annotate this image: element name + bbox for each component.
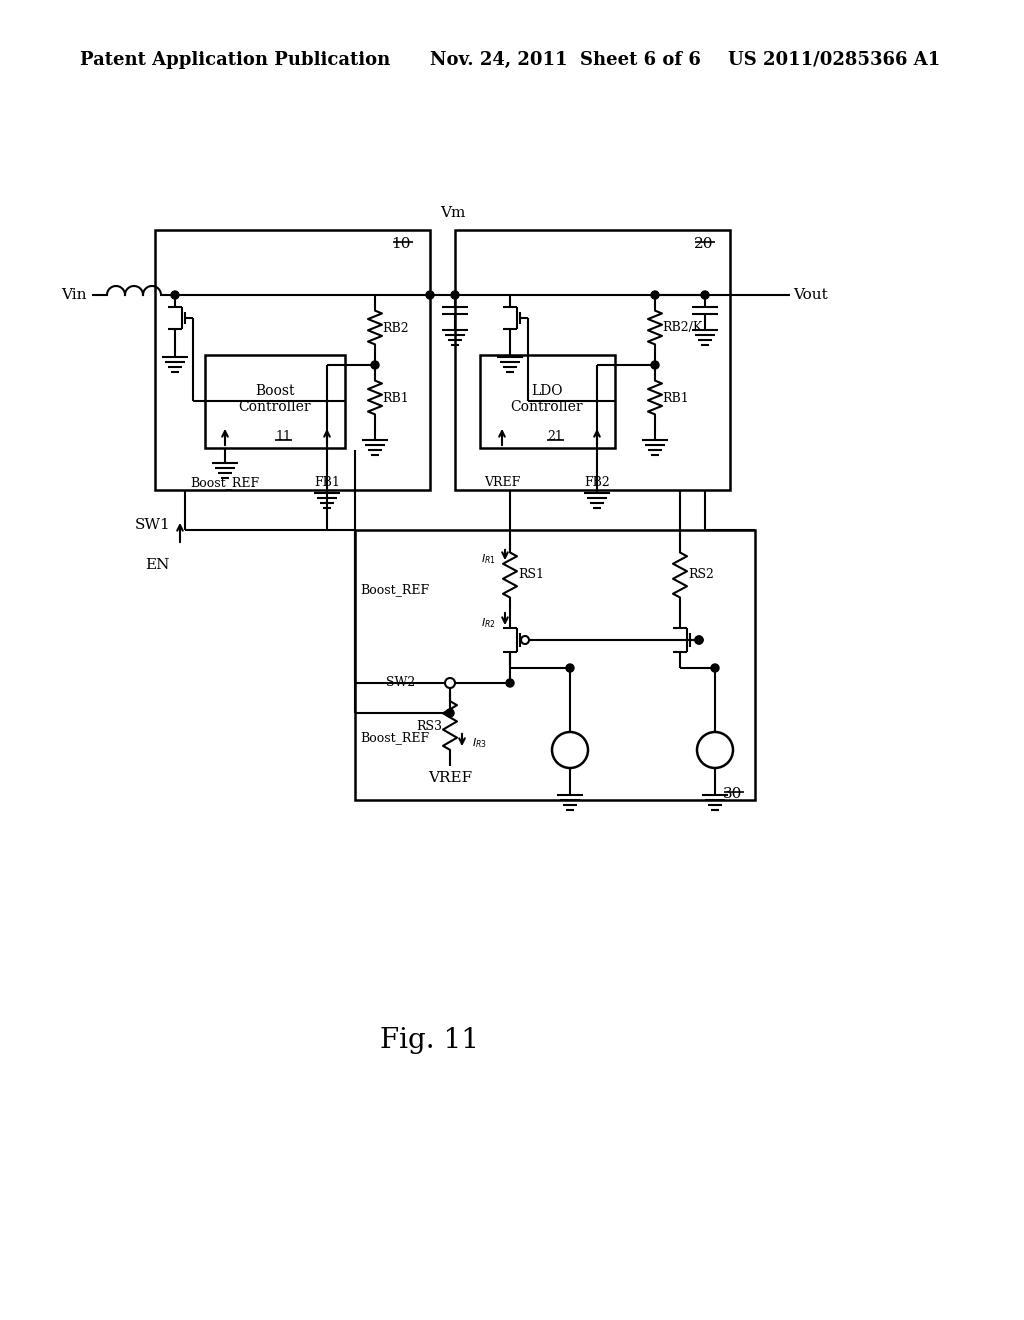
Text: RS1: RS1 xyxy=(518,569,544,582)
Text: $I_{R2}$: $I_{R2}$ xyxy=(481,616,496,630)
Text: RB2: RB2 xyxy=(382,322,409,334)
Circle shape xyxy=(446,709,454,717)
Circle shape xyxy=(695,636,703,644)
Circle shape xyxy=(651,290,659,300)
Text: SW2: SW2 xyxy=(386,676,415,689)
Circle shape xyxy=(445,678,455,688)
Circle shape xyxy=(426,290,434,300)
Text: FB2: FB2 xyxy=(584,477,610,490)
Text: 21: 21 xyxy=(547,429,563,442)
Circle shape xyxy=(371,360,379,370)
Circle shape xyxy=(711,664,719,672)
Text: Boost_REF: Boost_REF xyxy=(190,477,259,490)
Text: Vm: Vm xyxy=(440,206,466,220)
Circle shape xyxy=(506,678,514,686)
Text: Controller: Controller xyxy=(511,400,584,414)
Text: Vin: Vin xyxy=(61,288,87,302)
Circle shape xyxy=(651,360,659,370)
Text: US 2011/0285366 A1: US 2011/0285366 A1 xyxy=(728,51,940,69)
Circle shape xyxy=(695,636,703,644)
Circle shape xyxy=(552,733,588,768)
Text: 11: 11 xyxy=(275,429,291,442)
Text: RS2: RS2 xyxy=(688,569,714,582)
Text: $I_{R3}$: $I_{R3}$ xyxy=(472,737,487,750)
Text: Patent Application Publication: Patent Application Publication xyxy=(80,51,390,69)
Circle shape xyxy=(451,290,459,300)
Circle shape xyxy=(171,290,179,300)
Circle shape xyxy=(521,636,529,644)
Text: Boost: Boost xyxy=(255,384,295,399)
Bar xyxy=(155,230,430,490)
Text: 10: 10 xyxy=(391,238,411,251)
Text: Fig. 11: Fig. 11 xyxy=(381,1027,479,1053)
Circle shape xyxy=(701,290,709,300)
Bar xyxy=(455,230,730,490)
Text: $I_{R1}$: $I_{R1}$ xyxy=(481,552,496,566)
Text: VREF: VREF xyxy=(428,771,472,785)
Text: RS3: RS3 xyxy=(416,719,442,733)
Text: Boost_REF: Boost_REF xyxy=(360,731,429,744)
Text: Nov. 24, 2011  Sheet 6 of 6: Nov. 24, 2011 Sheet 6 of 6 xyxy=(430,51,700,69)
Text: FB1: FB1 xyxy=(314,477,340,490)
Circle shape xyxy=(566,664,574,672)
Bar xyxy=(205,355,345,447)
Text: 20: 20 xyxy=(693,238,713,251)
Bar xyxy=(355,531,755,800)
Text: Boost_REF: Boost_REF xyxy=(360,583,429,597)
Text: Controller: Controller xyxy=(239,400,311,414)
Text: RB1: RB1 xyxy=(382,392,409,404)
Text: SW1: SW1 xyxy=(134,517,170,532)
Text: RB1: RB1 xyxy=(662,392,689,404)
Circle shape xyxy=(697,733,733,768)
Bar xyxy=(480,355,615,447)
Text: 30: 30 xyxy=(723,787,742,801)
Text: RB2/K: RB2/K xyxy=(662,322,702,334)
Text: VREF: VREF xyxy=(484,477,520,490)
Text: LDO: LDO xyxy=(531,384,563,399)
Text: EN: EN xyxy=(145,558,170,572)
Text: Vout: Vout xyxy=(793,288,827,302)
